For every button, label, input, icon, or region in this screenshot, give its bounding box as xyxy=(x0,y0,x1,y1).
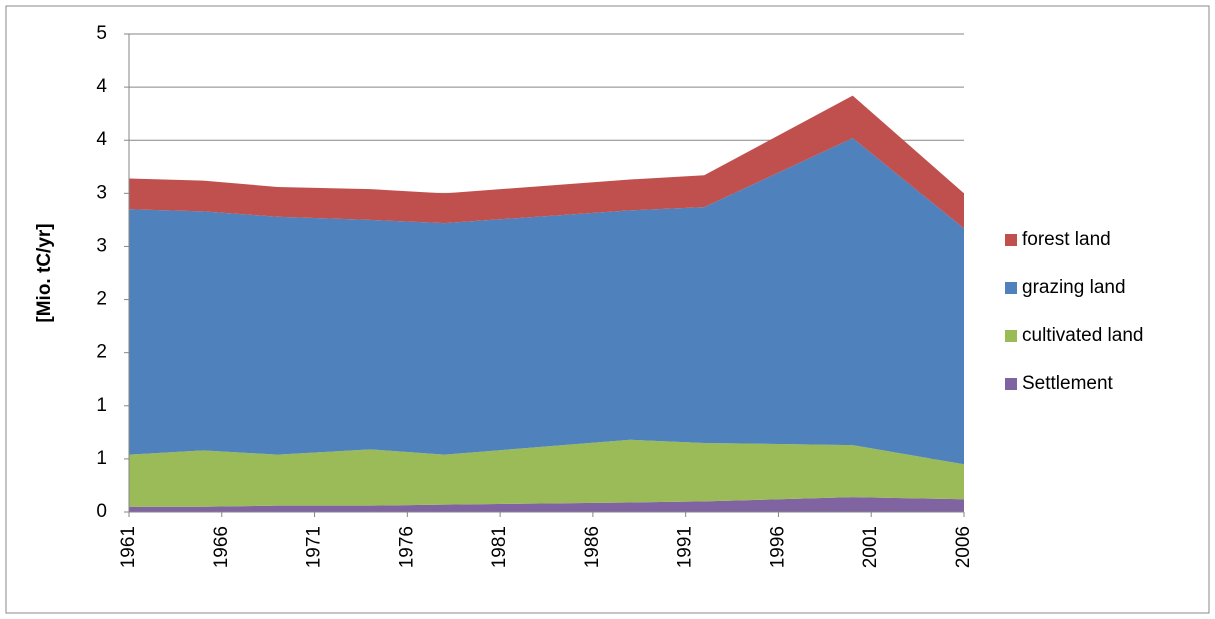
y-tick-label: 3 xyxy=(96,182,107,203)
x-tick-label: 1976 xyxy=(396,526,417,568)
y-tick-label: 2 xyxy=(96,342,107,363)
x-tick-label: 1971 xyxy=(304,526,325,568)
legend-label: Settlement xyxy=(1022,373,1114,394)
x-tick-label: 1966 xyxy=(211,526,232,568)
y-tick-label: 4 xyxy=(96,76,107,97)
y-tick-label: 1 xyxy=(96,448,107,469)
y-tick-label: 1 xyxy=(96,395,107,416)
x-tick-label: 1981 xyxy=(489,526,510,568)
x-tick-label: 2001 xyxy=(860,526,881,568)
y-tick-label: 4 xyxy=(96,129,107,150)
area xyxy=(129,138,964,465)
x-tick-label: 1991 xyxy=(675,526,696,568)
y-tick-label: 3 xyxy=(96,235,107,256)
y-tick-label: 2 xyxy=(96,289,107,310)
area xyxy=(129,95,964,229)
x-tick-label: 1961 xyxy=(118,526,139,568)
legend-swatch xyxy=(1005,330,1017,342)
legend-label: forest land xyxy=(1022,229,1111,250)
legend-label: cultivated land xyxy=(1022,325,1143,346)
legend-swatch xyxy=(1005,282,1017,294)
x-tick-label: 1986 xyxy=(582,526,603,568)
y-tick-label: 5 xyxy=(96,23,107,44)
area xyxy=(129,497,964,512)
y-tick-label: 0 xyxy=(96,501,107,522)
area xyxy=(129,439,964,507)
x-tick-label: 2006 xyxy=(953,526,974,568)
legend-label: grazing land xyxy=(1022,277,1126,298)
y-axis-label: [Mio. tC/yr] xyxy=(34,223,55,322)
legend-swatch xyxy=(1005,378,1017,390)
x-tick-label: 1996 xyxy=(767,526,788,568)
legend-swatch xyxy=(1005,234,1017,246)
